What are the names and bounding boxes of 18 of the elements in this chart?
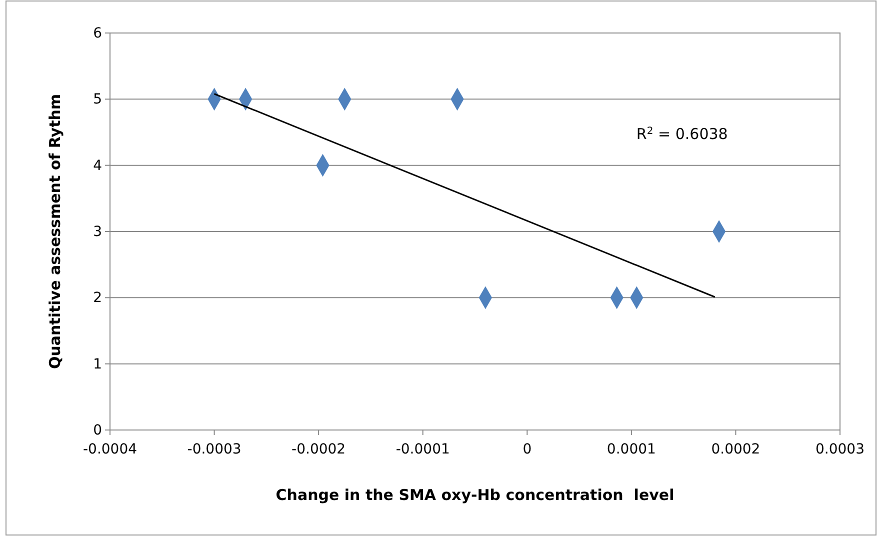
y-axis-title: Quantitive assessment of Rythm [46, 94, 64, 370]
x-tick-label: 0.0003 [816, 441, 864, 458]
y-tick-label: 2 [93, 290, 102, 306]
y-tick-label: 1 [93, 356, 102, 372]
x-tick-label: -0.0004 [82, 441, 138, 458]
x-tick-label: 0 [522, 441, 532, 458]
y-tick-label: 5 [93, 92, 102, 108]
y-tick-label: 6 [93, 25, 102, 42]
y-tick-label: 3 [93, 224, 102, 240]
x-tick-label: -0.0001 [396, 441, 450, 458]
x-tick-label: 0.0002 [711, 441, 760, 458]
x-tick-label: -0.0003 [187, 441, 242, 458]
x-axis-title: Change in the SMA oxy-Hb concentration level [276, 486, 674, 504]
annotation: R$^{2}$ = 0.6038 [636, 124, 728, 143]
x-tick-label: -0.0002 [292, 441, 346, 458]
y-tick-label: 0 [93, 422, 102, 438]
x-tick-label: 0.0001 [606, 441, 656, 458]
y-tick-label: 4 [93, 158, 102, 174]
